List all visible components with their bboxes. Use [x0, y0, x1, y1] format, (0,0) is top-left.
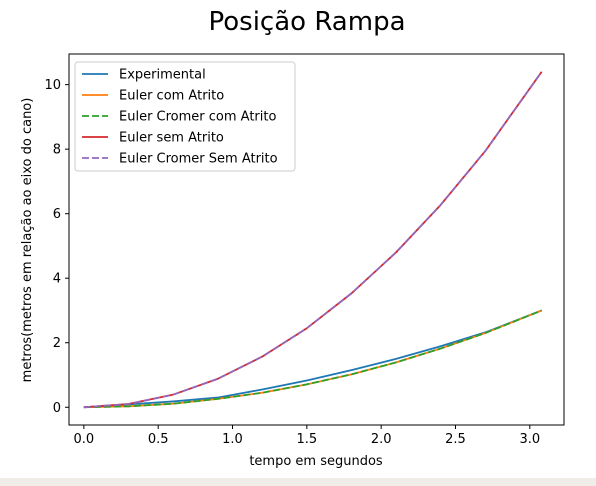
x-tick-label: 2.0 [371, 432, 392, 447]
legend-label-1: Experimental [119, 68, 206, 83]
x-axis-label: tempo em segundos [249, 454, 383, 469]
y-tick-label: 8 [53, 143, 61, 158]
x-tick-label: 0.5 [148, 432, 169, 447]
y-axis-label: metros(metros em relação ao eixo do cano… [20, 98, 35, 383]
legend-box [74, 61, 296, 172]
legend-label-2: Euler com Atrito [119, 89, 224, 104]
y-tick-label: 0 [53, 401, 61, 416]
x-tick-label: 3.0 [519, 432, 540, 447]
x-tick-label: 0.0 [74, 432, 95, 447]
legend-label-4: Euler sem Atrito [119, 131, 224, 146]
series-line-3 [83, 309, 543, 409]
series-layer [83, 71, 543, 409]
y-axis: 0 2 4 6 8 10 [44, 78, 69, 416]
x-axis: 0.0 0.5 1.0 1.5 2.0 2.5 3.0 [74, 425, 540, 447]
x-tick-label: 1.0 [222, 432, 243, 447]
x-tick-label: 1.5 [296, 432, 317, 447]
x-tick-label: 2.5 [445, 432, 466, 447]
series-line-1 [83, 309, 543, 409]
chart-title: Posição Rampa [208, 7, 405, 37]
status-strip [0, 478, 596, 486]
y-tick-label: 4 [53, 272, 61, 287]
legend-label-5: Euler Cromer Sem Atrito [119, 152, 278, 167]
y-tick-label: 6 [53, 207, 61, 222]
legend-label-3: Euler Cromer com Atrito [119, 110, 276, 125]
legend: Experimental Euler com Atrito Euler Cromer… [74, 61, 296, 172]
series-line-5 [83, 71, 543, 409]
y-tick-label: 2 [53, 336, 61, 351]
y-tick-label: 10 [44, 78, 61, 93]
